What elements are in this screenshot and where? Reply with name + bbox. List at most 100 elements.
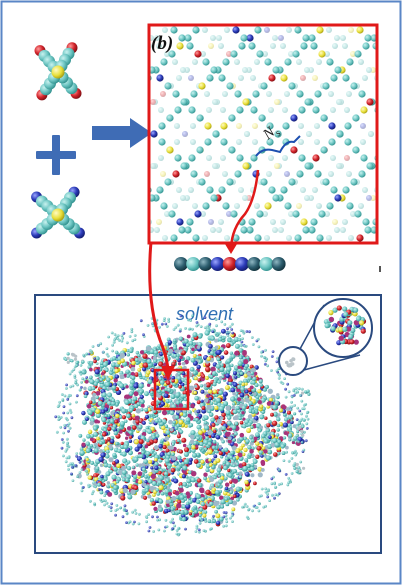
aggregate-bead bbox=[158, 377, 163, 381]
lattice-bead bbox=[150, 194, 156, 202]
aggregate-bead bbox=[159, 380, 165, 385]
aggregate-bead bbox=[114, 459, 120, 464]
lattice-bead bbox=[154, 227, 160, 233]
lattice-bead bbox=[190, 139, 196, 145]
aggregate-bead bbox=[254, 382, 259, 388]
lattice-bead bbox=[236, 106, 244, 114]
aggregate-bead bbox=[166, 451, 172, 457]
aggregate-bead bbox=[201, 374, 206, 379]
aggregate-bead bbox=[230, 496, 235, 501]
lattice-bead bbox=[234, 203, 240, 209]
aggregate-bead bbox=[135, 463, 139, 467]
aggregate-bead bbox=[170, 507, 175, 511]
aggregate-bead bbox=[282, 422, 289, 428]
lattice-bead bbox=[262, 51, 268, 57]
node-bead bbox=[160, 171, 166, 177]
aggregate-bead bbox=[217, 431, 222, 436]
lattice-bead bbox=[358, 170, 366, 178]
aggregate-bead bbox=[124, 419, 128, 424]
aggregate-bead bbox=[102, 432, 107, 437]
aggregate-bead bbox=[145, 488, 149, 493]
aggregate-bead bbox=[246, 464, 251, 468]
lattice-bead bbox=[188, 187, 194, 193]
aggregate-bead bbox=[164, 424, 169, 429]
aggregate-bead bbox=[91, 407, 97, 413]
aggregate-bead bbox=[196, 355, 200, 360]
aggregate-bead bbox=[144, 407, 149, 412]
aggregate-bead bbox=[99, 361, 104, 366]
aggregate-bead bbox=[188, 340, 194, 346]
aggregate-bead bbox=[228, 427, 233, 432]
aggregate-bead bbox=[123, 444, 129, 450]
aggregate-bead bbox=[190, 477, 196, 483]
aggregate-bead bbox=[105, 377, 111, 383]
aggregate-bead bbox=[171, 452, 175, 457]
aggregate-bead bbox=[189, 434, 195, 440]
node-bead bbox=[316, 26, 324, 34]
aggregate-bead bbox=[173, 461, 179, 467]
node-bead bbox=[332, 219, 338, 225]
aggregate-bead bbox=[171, 455, 177, 461]
aggregate-bead bbox=[151, 435, 156, 440]
aggregate-bead bbox=[85, 464, 91, 470]
aggregate-bead bbox=[146, 358, 152, 364]
aggregate-bead bbox=[245, 355, 250, 360]
aggregate-bead bbox=[121, 477, 126, 482]
aggregate-bead bbox=[196, 478, 202, 483]
aggregate-bead bbox=[185, 417, 191, 423]
aggregate-bead bbox=[177, 362, 182, 366]
lattice-bead bbox=[366, 67, 372, 73]
aggregate-bead bbox=[207, 430, 213, 436]
aggregate-bead bbox=[196, 345, 201, 349]
aggregate-bead bbox=[244, 458, 249, 462]
aggregate-bead bbox=[157, 389, 162, 394]
aggregate-bead bbox=[249, 364, 254, 369]
aggregate-bead bbox=[247, 445, 252, 450]
aggregate-bead bbox=[173, 378, 179, 384]
aggregate-bead bbox=[183, 447, 190, 453]
aggregate-bead bbox=[197, 482, 203, 488]
lattice-bead bbox=[286, 27, 292, 33]
aggregate-bead bbox=[132, 425, 137, 430]
aggregate-bead bbox=[240, 386, 245, 392]
aggregate-bead bbox=[252, 392, 257, 396]
aggregate-bead bbox=[285, 445, 289, 450]
aggregate-bead bbox=[182, 394, 187, 398]
aggregate-bead bbox=[139, 364, 144, 369]
aggregate-bead bbox=[109, 368, 114, 372]
aggregate-bead bbox=[109, 406, 114, 410]
lattice-bead bbox=[216, 35, 222, 41]
linker-bead bbox=[172, 170, 180, 178]
aggregate-bead bbox=[93, 359, 97, 364]
lattice-bead bbox=[314, 139, 320, 145]
aggregate-bead bbox=[83, 394, 88, 399]
aggregate-bead bbox=[273, 452, 278, 457]
aggregate-bead bbox=[231, 425, 237, 430]
aggregate-bead bbox=[244, 382, 248, 386]
aggregate-bead bbox=[106, 392, 113, 398]
aggregate-bead bbox=[237, 409, 242, 413]
aggregate-bead bbox=[207, 519, 212, 524]
aggregate-bead bbox=[203, 476, 208, 481]
aggregate-bead bbox=[83, 386, 87, 391]
aggregate-bead bbox=[237, 397, 242, 402]
aggregate-bead bbox=[183, 338, 189, 344]
aggregate-bead bbox=[119, 420, 126, 427]
aggregate-bead bbox=[112, 461, 116, 465]
aggregate-bead bbox=[203, 425, 210, 431]
aggregate-bead bbox=[107, 463, 112, 468]
aggregate-bead bbox=[179, 510, 185, 515]
aggregate-bead bbox=[238, 436, 244, 442]
lattice-bead bbox=[164, 211, 170, 217]
core-bead bbox=[51, 65, 65, 79]
aggregate-bead bbox=[87, 386, 93, 392]
aggregate-bead bbox=[168, 399, 173, 403]
aggregate-bead bbox=[263, 449, 268, 454]
aggregate-bead bbox=[241, 443, 245, 448]
aggregate-bead bbox=[182, 465, 188, 471]
aggregate-bead bbox=[233, 431, 238, 436]
lattice-bead bbox=[342, 74, 350, 82]
linker-bead bbox=[156, 74, 164, 82]
aggregate-bead bbox=[89, 420, 95, 426]
lattice-bead bbox=[222, 58, 230, 66]
